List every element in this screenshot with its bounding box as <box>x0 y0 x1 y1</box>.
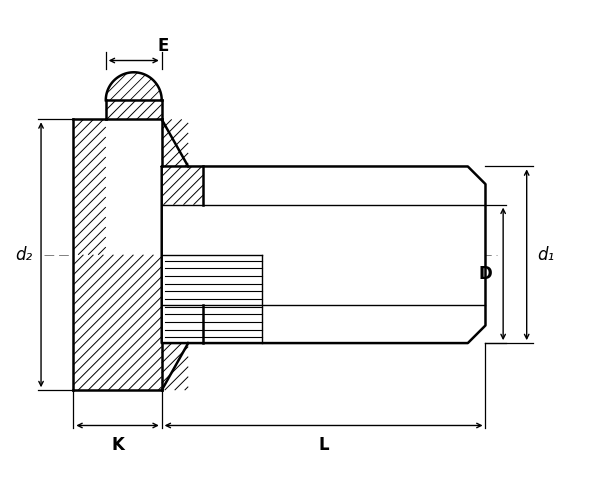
Text: E: E <box>158 36 169 54</box>
Text: d₁: d₁ <box>538 246 554 264</box>
Bar <box>106 100 162 120</box>
Polygon shape <box>162 305 203 343</box>
Polygon shape <box>162 120 188 167</box>
Bar <box>162 255 262 343</box>
Polygon shape <box>106 72 162 100</box>
Text: d₂: d₂ <box>15 246 32 264</box>
Polygon shape <box>162 343 188 390</box>
Polygon shape <box>162 167 203 205</box>
Text: D: D <box>479 265 493 283</box>
Bar <box>73 255 162 390</box>
Bar <box>73 120 106 255</box>
Text: K: K <box>111 436 124 454</box>
Polygon shape <box>162 167 485 343</box>
Text: L: L <box>318 436 329 454</box>
